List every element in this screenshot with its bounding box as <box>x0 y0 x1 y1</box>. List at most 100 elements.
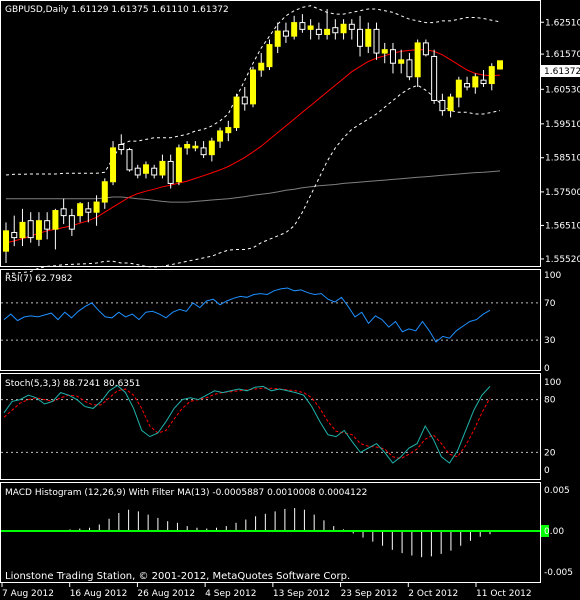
price-tick-label: 1.58510 <box>545 154 580 164</box>
price-tick-label: 1.55520 <box>545 255 580 265</box>
price-tick-label: 1.59510 <box>545 120 580 130</box>
candle-body <box>241 96 248 105</box>
candle-body <box>315 28 322 35</box>
candle <box>389 42 396 74</box>
current-price-label: 1.61372 <box>544 67 580 77</box>
candle <box>184 141 191 155</box>
lower-band-line <box>6 84 501 274</box>
candle <box>85 202 92 223</box>
candle <box>3 222 9 264</box>
time-tick-label: 16 Aug 2012 <box>70 589 128 599</box>
candle <box>200 141 207 159</box>
candle-body <box>266 44 273 68</box>
price-pane[interactable] <box>0 0 541 267</box>
candle-body <box>431 55 438 101</box>
price-tick-label: 1.62510 <box>545 18 580 28</box>
candle <box>192 141 199 152</box>
candle <box>68 208 75 236</box>
time-axis: 7 Aug 2012 16 Aug 2012 26 Aug 2012 4 Sep 20… <box>1 583 532 599</box>
candle <box>365 22 372 54</box>
candle-body <box>192 145 199 149</box>
candle-body <box>464 83 471 88</box>
candle <box>52 208 59 250</box>
candle-body <box>11 232 18 239</box>
rsi-pane[interactable] <box>0 269 541 371</box>
candle <box>472 73 479 94</box>
candle-body <box>291 22 298 37</box>
macd-title: MACD Histogram (12,26,9) With Filter MA(… <box>5 488 367 498</box>
candle <box>422 39 429 57</box>
candle-body <box>184 143 191 149</box>
macd-pane[interactable] <box>0 482 541 583</box>
candle <box>167 154 174 189</box>
candle <box>250 66 256 108</box>
price-tick-label: 1.57500 <box>545 188 580 198</box>
candle <box>340 19 347 40</box>
time-tick-label: 13 Sep 2012 <box>273 589 330 599</box>
candle <box>497 60 503 70</box>
stoch-tick-label: 80 <box>544 396 556 406</box>
upper-band-line <box>5 5 501 176</box>
rsi-tick-label: 0 <box>544 364 550 374</box>
time-tick-label: 23 Sep 2012 <box>341 589 398 599</box>
candle-body <box>480 79 487 85</box>
candle-body <box>3 230 9 252</box>
candle-body <box>274 30 281 47</box>
rsi-title: RSI(7) 62.7982 <box>5 274 72 284</box>
stoch-axis: 100 80 20 0 <box>544 378 561 476</box>
candle-body <box>299 22 306 30</box>
candle <box>217 127 224 148</box>
candle-body <box>307 25 314 30</box>
candle-body <box>200 147 207 156</box>
candle-body <box>422 42 429 56</box>
time-tick-label: 11 Oct 2012 <box>476 589 532 599</box>
time-tick-label: 7 Aug 2012 <box>2 589 54 599</box>
candle-body <box>35 220 42 240</box>
stoch-tick-label: 100 <box>544 378 561 388</box>
candle <box>159 154 166 179</box>
candle <box>324 9 331 40</box>
candle-body <box>167 160 174 184</box>
candle-body <box>233 96 240 129</box>
stoch-layer <box>1 384 540 464</box>
candle-body <box>389 49 396 64</box>
candle <box>480 70 487 87</box>
macd-zero-marker <box>541 525 549 537</box>
current-price-tag <box>541 65 580 77</box>
candle <box>142 161 149 179</box>
candle <box>398 49 405 74</box>
candle-body <box>217 130 224 142</box>
candle <box>266 39 273 70</box>
candle-body <box>175 147 182 183</box>
candle-body <box>357 28 364 47</box>
time-tick-label: 4 Sep 2012 <box>205 589 256 599</box>
stoch-main-line <box>3 384 491 464</box>
candle <box>35 212 42 247</box>
time-tick-label: 26 Aug 2012 <box>137 589 195 599</box>
candle <box>11 215 18 247</box>
candle-body <box>497 60 503 70</box>
candle <box>44 212 51 240</box>
price-chart-title: GBPUSD,Daily 1.61129 1.61375 1.61110 1.6… <box>5 5 229 15</box>
candle <box>241 86 248 111</box>
candle <box>406 53 413 81</box>
stoch-pane[interactable] <box>0 373 541 480</box>
rsi-line <box>3 287 491 343</box>
candle-body <box>126 149 133 171</box>
stoch-tick-label: 0 <box>544 466 550 476</box>
macd-tick-label: 0.005 <box>544 486 570 496</box>
candle-body <box>455 79 462 98</box>
price-axis: 1.62510 1.61570 1.60530 1.59510 1.58510 1.575… <box>540 18 580 265</box>
rsi-tick-label: 70 <box>544 299 556 309</box>
candle-body <box>324 28 331 35</box>
candle-body <box>208 140 215 156</box>
price-tick-label: 1.60530 <box>545 85 580 95</box>
candle <box>414 39 421 87</box>
candle <box>27 212 34 243</box>
candle <box>348 19 355 40</box>
candle-body <box>101 181 108 203</box>
candle <box>126 147 133 172</box>
candle-body <box>472 76 479 88</box>
candle-body <box>77 203 84 217</box>
